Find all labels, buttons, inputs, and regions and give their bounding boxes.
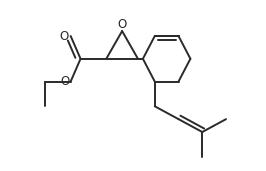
Text: O: O — [118, 18, 127, 31]
Text: O: O — [60, 75, 69, 88]
Text: O: O — [60, 30, 69, 43]
